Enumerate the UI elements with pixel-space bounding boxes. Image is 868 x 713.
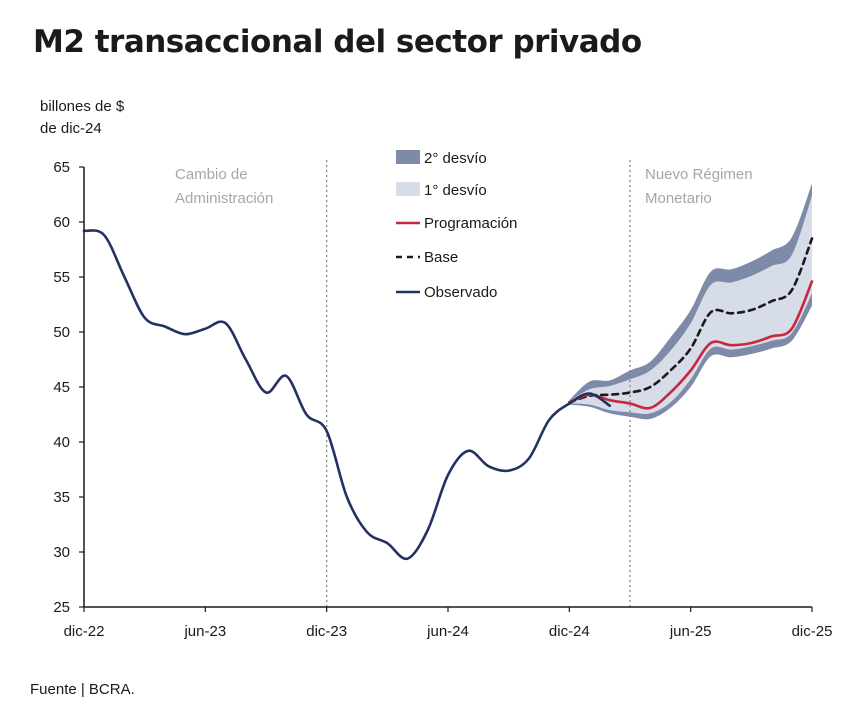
legend-swatch-2nd-deviation xyxy=(396,150,420,164)
annotation-line: Cambio de xyxy=(175,166,248,183)
y-tick-label: 30 xyxy=(53,544,70,561)
y-tick-label: 65 xyxy=(53,159,70,176)
y-tick-label: 60 xyxy=(53,214,70,231)
y-tick-label: 50 xyxy=(53,324,70,341)
annotation-line: Administración xyxy=(175,190,273,207)
x-tick-label: dic-24 xyxy=(549,623,590,640)
annotation-line: Monetario xyxy=(645,190,712,207)
legend-label-observado: Observado xyxy=(424,284,497,301)
y-axis-unit-line-2: de dic-24 xyxy=(40,120,102,137)
legend-swatch-1st-deviation xyxy=(396,182,420,196)
legend-label-base: Base xyxy=(424,249,458,266)
programacion-line xyxy=(568,280,814,410)
x-tick-label: dic-22 xyxy=(64,623,105,640)
x-tick-label: jun-25 xyxy=(669,623,712,640)
x-tick-label: jun-23 xyxy=(183,623,226,640)
observado-line xyxy=(82,229,612,561)
x-tick-label: dic-23 xyxy=(306,623,347,640)
base-line xyxy=(568,237,814,404)
y-tick-label: 25 xyxy=(53,599,70,616)
x-tick-label: jun-24 xyxy=(426,623,469,640)
legend-label-programacion: Programación xyxy=(424,215,517,232)
legend-label-1st-deviation: 1° desvío xyxy=(424,182,487,199)
source-note: Fuente | BCRA. xyxy=(30,681,135,698)
annotation-nuevo-regimen-monetario: Nuevo Régimen Monetario xyxy=(645,166,753,207)
chart-title: M2 transaccional del sector privado xyxy=(33,24,642,60)
y-axis-unit-label: billones de $ de dic-24 xyxy=(40,96,124,140)
y-tick-label: 40 xyxy=(53,434,70,451)
y-tick-label: 35 xyxy=(53,489,70,506)
y-tick-label: 55 xyxy=(53,269,70,286)
x-tick-label: dic-25 xyxy=(792,623,833,640)
y-tick-label: 45 xyxy=(53,379,70,396)
legend: 2° desvío 1° desvío Programación Base Observ… xyxy=(396,150,517,301)
annotation-cambio-administracion: Cambio de Administración xyxy=(175,166,273,207)
annotation-line: Nuevo Régimen xyxy=(645,166,753,183)
legend-label-2nd-deviation: 2° desvío xyxy=(424,150,487,167)
y-axis-unit-line-1: billones de $ xyxy=(40,98,125,115)
